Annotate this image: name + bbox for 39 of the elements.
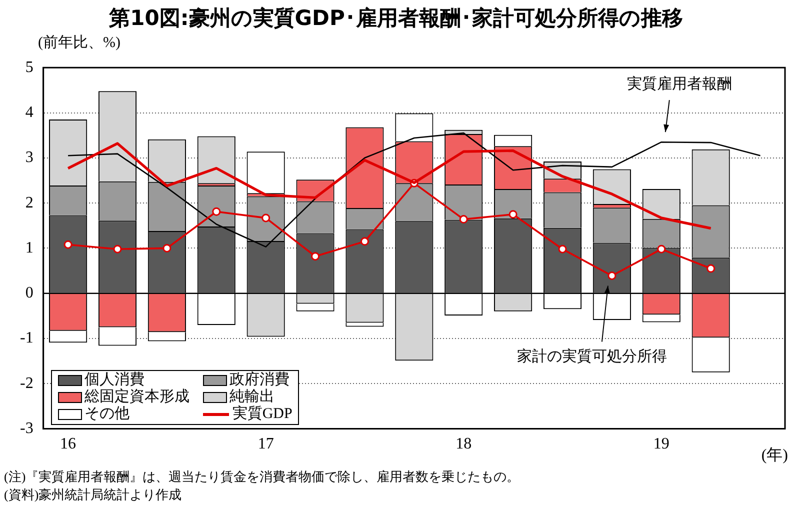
legend-label: 個人消費	[84, 372, 144, 388]
legend-label: その他	[84, 406, 130, 423]
point	[262, 214, 270, 222]
x-tick-label: 18	[456, 436, 472, 453]
y-tick-label: 2	[25, 194, 34, 212]
point	[558, 244, 567, 254]
x-tick-label: 17	[258, 436, 274, 453]
y-tick-label: 4	[25, 104, 34, 121]
legend-label: 実質GDP	[232, 406, 292, 423]
point	[212, 207, 221, 216]
x-axis-title: (年)	[761, 446, 788, 466]
y-tick-label: -2	[20, 374, 34, 392]
legend-label: 総固定資本形成	[84, 388, 190, 406]
y-tick-label: 1	[25, 239, 34, 256]
point	[162, 244, 172, 252]
point	[608, 271, 616, 280]
text: (注)『実質雇用者報酬』は、週当たり賃金を消費者物価で除し、雇用者数を乗じたもの。	[4, 468, 520, 486]
text: (資料)豪州統計局統計より作成	[4, 486, 183, 504]
point	[360, 237, 369, 246]
text: 実質雇用者報酬	[626, 74, 732, 92]
x-tick-label: 16	[60, 436, 76, 453]
point	[459, 215, 468, 224]
x-tick-label: 19	[653, 436, 670, 453]
chart-title: 第10図:豪州の実質GDP･雇用者報酬･家計可処分所得の推移	[108, 5, 684, 32]
legend-label: 純輸出	[229, 388, 274, 406]
point	[706, 264, 716, 273]
y-tick-label: -1	[20, 330, 34, 347]
y-tick-label: 3	[25, 149, 34, 166]
y-axis-title: (前年比、%)	[38, 34, 120, 52]
point	[311, 252, 320, 261]
y-tick-label: 0	[25, 284, 34, 302]
y-tick-label: 5	[25, 58, 34, 76]
point	[508, 210, 518, 219]
y-tick-label: -3	[20, 420, 34, 438]
legend-label: 政府消費	[229, 372, 290, 388]
point	[113, 244, 122, 254]
text: 家計の実質可処分所得	[516, 347, 667, 366]
point	[657, 244, 666, 254]
point	[64, 240, 72, 249]
